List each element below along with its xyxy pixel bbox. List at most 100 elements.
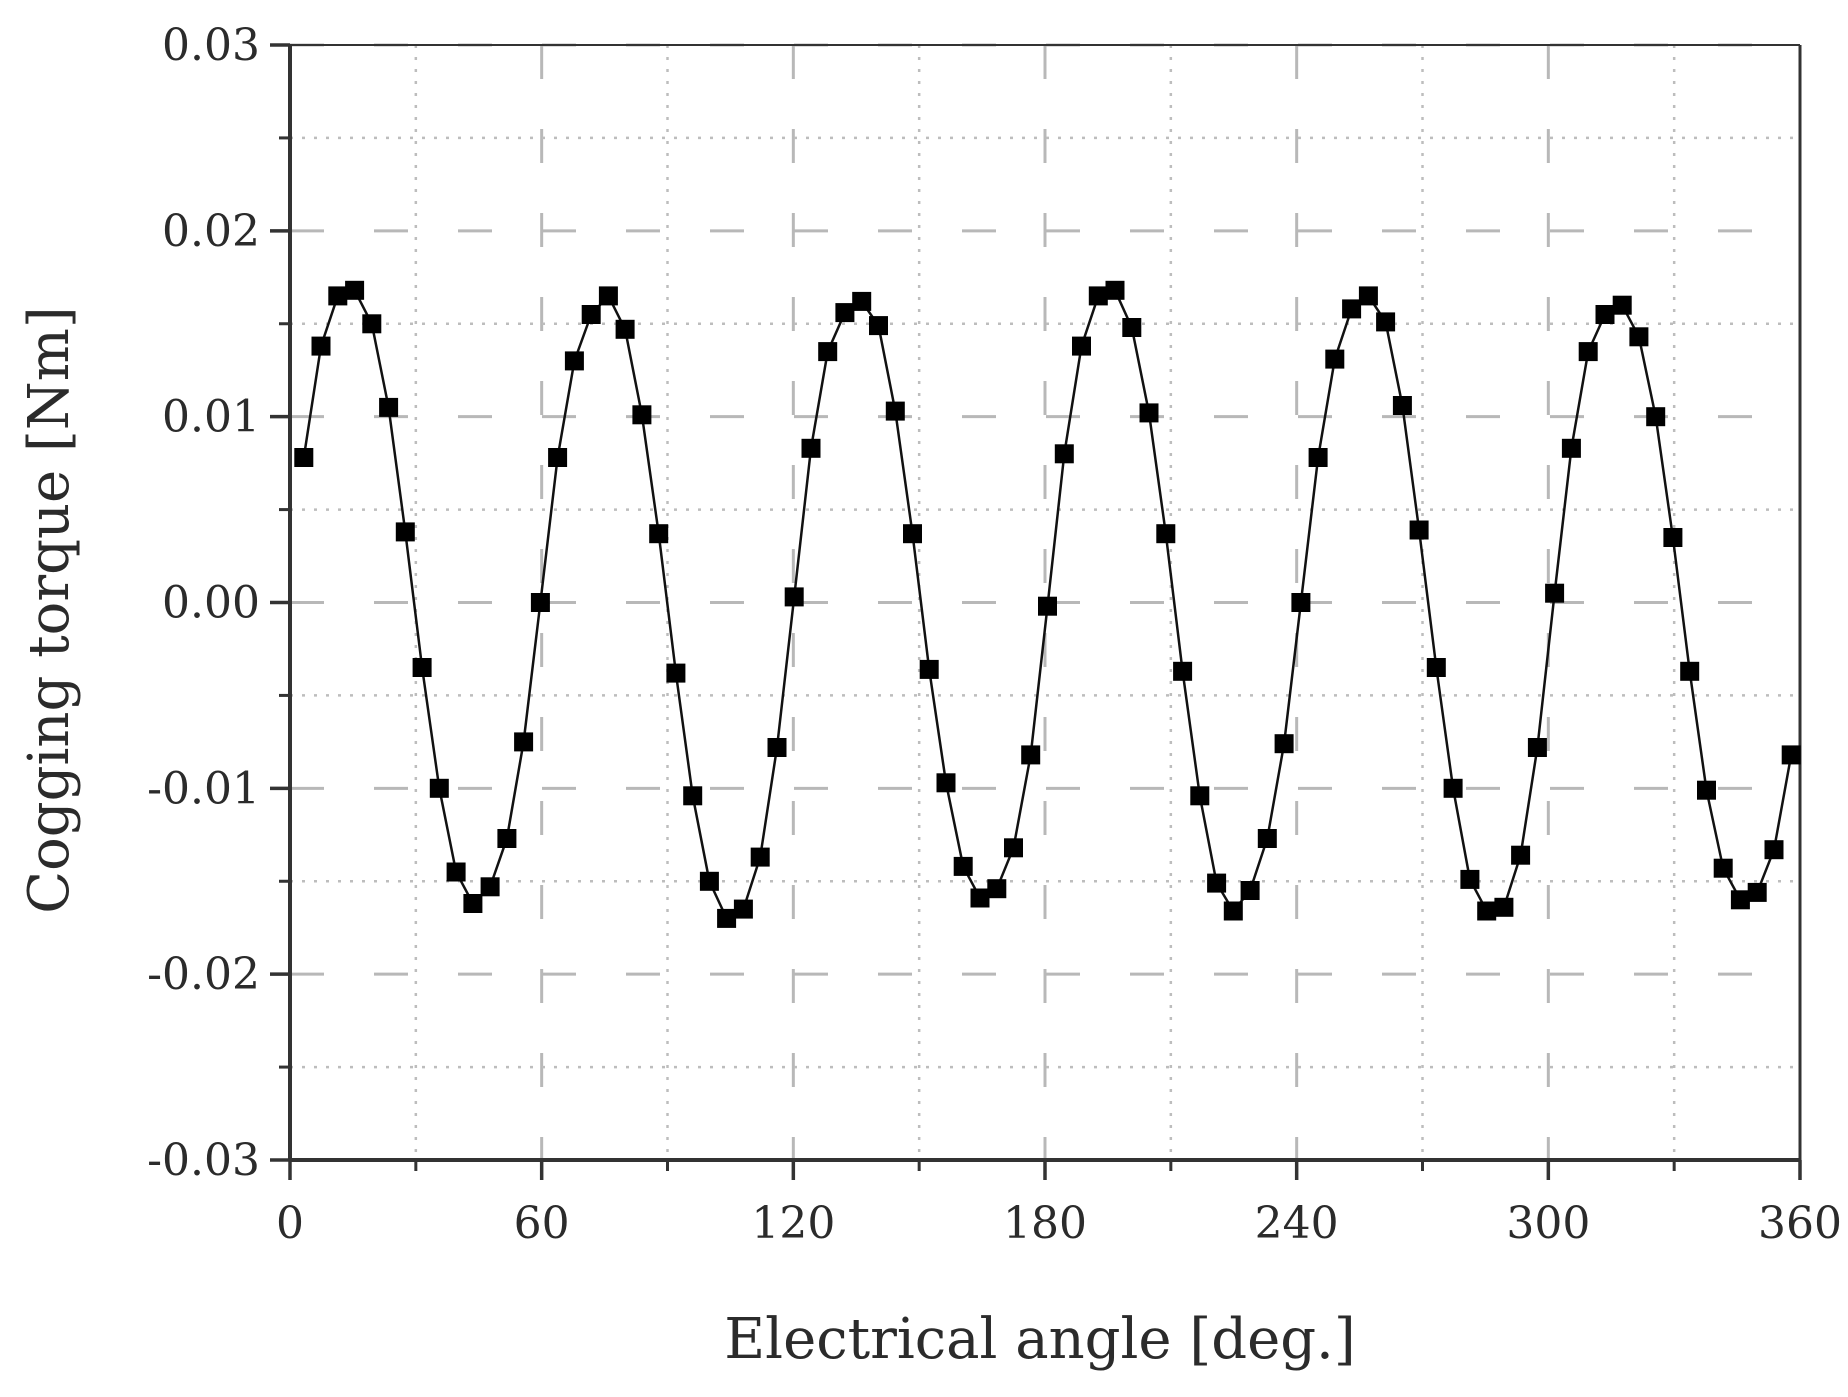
data-point-marker xyxy=(750,847,770,867)
data-point-marker xyxy=(970,888,990,908)
x-tick-label: 240 xyxy=(1255,1198,1339,1249)
x-axis-title: Electrical angle [deg.] xyxy=(724,1307,1355,1372)
data-point-marker xyxy=(869,316,888,336)
y-tick-label: -0.03 xyxy=(147,1135,260,1186)
data-point-marker xyxy=(395,522,415,542)
data-point-marker xyxy=(497,829,517,848)
data-point-marker xyxy=(1190,786,1210,806)
data-point-marker xyxy=(1764,840,1784,860)
data-point-marker xyxy=(1629,327,1649,347)
data-point-marker xyxy=(1561,438,1581,458)
data-point-marker xyxy=(1494,897,1514,917)
x-tick-label: 0 xyxy=(276,1198,304,1249)
data-point-marker xyxy=(480,877,500,897)
data-point-marker xyxy=(903,524,922,544)
data-point-marker xyxy=(1308,448,1328,467)
data-point-marker xyxy=(1477,901,1497,921)
data-point-marker xyxy=(1409,520,1429,540)
data-point-marker xyxy=(581,305,601,324)
y-tick-label: 0.03 xyxy=(162,20,260,71)
data-point-marker xyxy=(1730,890,1750,910)
data-point-marker xyxy=(1358,286,1378,306)
data-point-marker xyxy=(835,303,855,323)
data-point-marker xyxy=(733,899,753,919)
data-point-marker xyxy=(1173,661,1193,681)
data-point-marker xyxy=(1646,407,1666,427)
data-point-marker xyxy=(530,593,550,612)
y-axis-title: Cogging torque [Nm] xyxy=(17,306,82,914)
data-point-marker xyxy=(1257,829,1277,848)
data-point-marker xyxy=(548,448,568,467)
data-point-marker xyxy=(1088,286,1108,306)
data-point-marker xyxy=(598,286,618,306)
data-point-marker xyxy=(1443,778,1463,798)
data-point-marker xyxy=(1680,661,1700,681)
data-point-marker xyxy=(649,524,669,544)
data-point-marker xyxy=(1511,845,1531,865)
data-point-marker xyxy=(1460,869,1480,889)
data-point-marker xyxy=(987,879,1007,899)
data-point-marker xyxy=(294,448,314,467)
data-point-marker xyxy=(1527,738,1547,757)
data-point-marker xyxy=(1747,882,1767,902)
data-point-marker xyxy=(328,286,348,306)
data-point-marker xyxy=(564,351,584,371)
data-point-marker xyxy=(683,786,703,806)
data-point-marker xyxy=(1612,295,1632,315)
data-point-marker xyxy=(818,342,838,362)
data-point-marker xyxy=(514,732,534,752)
data-point-marker xyxy=(1207,873,1227,893)
data-point-marker xyxy=(1004,838,1023,858)
data-point-marker xyxy=(1139,403,1159,423)
data-point-marker xyxy=(1325,349,1345,369)
data-point-marker xyxy=(311,336,331,356)
y-tick-label: 0.01 xyxy=(162,392,260,443)
data-point-marker xyxy=(1545,583,1565,603)
data-point-marker xyxy=(1578,342,1598,362)
data-point-marker xyxy=(1291,593,1311,612)
data-point-marker xyxy=(1342,299,1362,319)
data-point-marker xyxy=(379,397,399,417)
data-point-marker xyxy=(615,319,635,339)
data-point-marker xyxy=(1697,780,1716,800)
data-point-marker xyxy=(1223,901,1243,921)
data-point-marker xyxy=(1274,734,1294,754)
data-point-marker xyxy=(412,658,432,677)
data-point-marker xyxy=(953,856,973,876)
data-point-marker xyxy=(852,291,872,311)
data-point-marker xyxy=(1663,528,1683,547)
data-point-marker xyxy=(1122,318,1142,337)
x-tick-label: 180 xyxy=(1003,1198,1087,1249)
data-point-marker xyxy=(1595,305,1615,324)
data-point-marker xyxy=(784,587,804,607)
series-layer xyxy=(294,280,1801,928)
y-tick-label: -0.01 xyxy=(147,763,260,814)
data-point-marker xyxy=(1072,336,1091,356)
data-point-marker xyxy=(801,438,821,458)
data-point-marker xyxy=(362,314,382,334)
data-point-marker xyxy=(1426,658,1446,677)
y-tick-label: -0.02 xyxy=(147,949,260,1000)
data-point-marker xyxy=(345,280,365,300)
data-point-marker xyxy=(1105,280,1125,300)
data-point-marker xyxy=(1781,745,1801,765)
data-point-marker xyxy=(1376,312,1396,332)
data-point-marker xyxy=(1054,444,1074,464)
data-point-marker xyxy=(1021,745,1041,765)
data-point-marker xyxy=(919,659,939,679)
data-point-marker xyxy=(1392,396,1412,415)
data-point-marker xyxy=(666,663,686,683)
x-tick-label: 120 xyxy=(751,1198,835,1249)
data-point-marker xyxy=(717,908,737,928)
data-point-marker xyxy=(632,405,652,425)
data-point-marker xyxy=(699,871,719,891)
data-point-marker xyxy=(885,401,905,421)
tick-labels: 0 60 120 180 240 300 360 -0.03 -0.02 -0.01 0.00 0.0… xyxy=(147,20,1842,1249)
data-point-marker xyxy=(429,778,449,798)
axis-ticks xyxy=(270,43,1802,1180)
data-point-marker xyxy=(1240,881,1260,900)
data-point-marker xyxy=(936,773,956,793)
x-tick-label: 60 xyxy=(514,1198,570,1249)
